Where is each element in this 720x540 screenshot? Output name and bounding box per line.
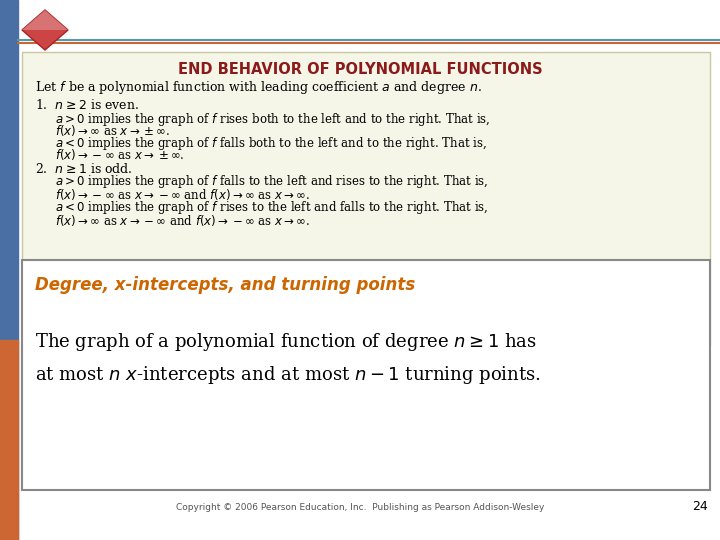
- Text: $f(x) \rightarrow -\infty$ as $x \rightarrow \pm\infty$.: $f(x) \rightarrow -\infty$ as $x \righta…: [55, 147, 184, 163]
- Text: $f(x) \rightarrow -\infty$ as $x \rightarrow -\infty$ and $f(x) \rightarrow \inf: $f(x) \rightarrow -\infty$ as $x \righta…: [55, 186, 310, 201]
- Text: $a > 0$ implies the graph of $f$ falls to the left and rises to the right. That : $a > 0$ implies the graph of $f$ falls t…: [55, 173, 489, 191]
- Polygon shape: [22, 10, 68, 30]
- Text: 1.  $n \geq 2$ is even.: 1. $n \geq 2$ is even.: [35, 98, 139, 112]
- Text: at most $n$ $x$-intercepts and at most $n-1$ turning points.: at most $n$ $x$-intercepts and at most $…: [35, 364, 541, 386]
- Text: 2.  $n \geq 1$ is odd.: 2. $n \geq 1$ is odd.: [35, 162, 132, 176]
- Text: $f(x) \rightarrow \infty$ as $x \rightarrow -\infty$ and $f(x) \rightarrow -\inf: $f(x) \rightarrow \infty$ as $x \rightar…: [55, 213, 310, 227]
- Bar: [0, 340, 18, 540]
- Polygon shape: [22, 10, 68, 50]
- FancyBboxPatch shape: [22, 260, 710, 490]
- Text: $a < 0$ implies the graph of $f$ falls both to the left and to the right. That i: $a < 0$ implies the graph of $f$ falls b…: [55, 134, 487, 152]
- Text: The graph of a polynomial function of degree $n \geq 1$ has: The graph of a polynomial function of de…: [35, 331, 537, 353]
- Text: $a > 0$ implies the graph of $f$ rises both to the left and to the right. That i: $a > 0$ implies the graph of $f$ rises b…: [55, 111, 490, 127]
- Text: $a < 0$ implies the graph of $f$ rises to the left and falls to the right. That : $a < 0$ implies the graph of $f$ rises t…: [55, 199, 489, 215]
- Text: END BEHAVIOR OF POLYNOMIAL FUNCTIONS: END BEHAVIOR OF POLYNOMIAL FUNCTIONS: [178, 62, 542, 77]
- Bar: [0, 0, 18, 540]
- Text: 24: 24: [692, 501, 708, 514]
- Text: Degree, x-intercepts, and turning points: Degree, x-intercepts, and turning points: [35, 276, 415, 294]
- FancyBboxPatch shape: [22, 52, 710, 345]
- Text: Let $f$ be a polynomial function with leading coefficient $a$ and degree $n$.: Let $f$ be a polynomial function with le…: [35, 78, 482, 96]
- Text: Copyright © 2006 Pearson Education, Inc.  Publishing as Pearson Addison-Wesley: Copyright © 2006 Pearson Education, Inc.…: [176, 503, 544, 511]
- Text: $f(x) \rightarrow \infty$ as $x \rightarrow \pm\infty$.: $f(x) \rightarrow \infty$ as $x \rightar…: [55, 124, 170, 138]
